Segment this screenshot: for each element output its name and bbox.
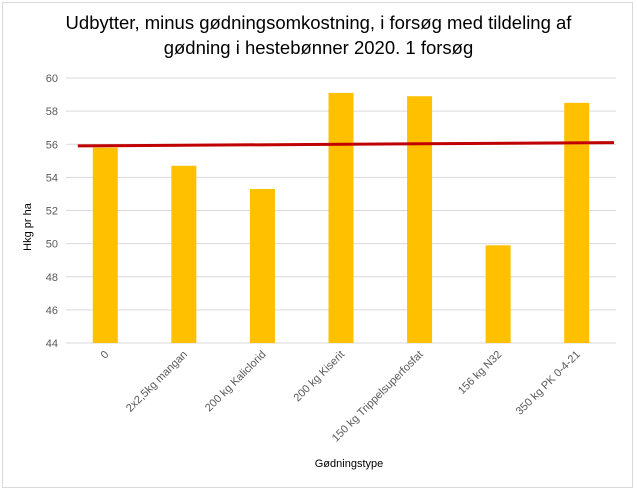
bar (485, 245, 511, 343)
x-axis-ticks: 0 2x2,5kg mangan 200 kg Kaliclorid 200 kg K… (99, 349, 583, 445)
x-axis-label: Gødningstype (315, 458, 383, 470)
x-tick-label: 150 kg Trippelsuperfosfat (330, 349, 426, 445)
x-tick-label: 200 kg Kaliclorid (203, 349, 269, 415)
y-tick-label: 44 (46, 338, 58, 350)
y-tick-label: 46 (46, 305, 58, 317)
chart-title: Udbytter, minus gødningsomkostning, i fo… (0, 10, 637, 60)
y-tick-label: 48 (46, 272, 58, 284)
x-tick-label: 2x2,5kg mangan (124, 349, 190, 415)
bar (249, 188, 275, 343)
y-axis-label: Hkg pr ha (22, 202, 34, 251)
y-tick-label: 52 (46, 206, 58, 218)
x-tick-label: 200 kg Kiserit (292, 349, 348, 405)
y-tick-label: 60 (46, 73, 58, 85)
x-tick-label: 350 kg PK 0-4-21 (514, 349, 583, 418)
chart-title-line-2: gødning i hestebønner 2020. 1 forsøg (163, 37, 474, 58)
bar (564, 102, 590, 343)
bar (407, 96, 433, 343)
bar (328, 92, 354, 343)
y-tick-label: 50 (46, 239, 58, 251)
y-tick-label: 58 (46, 106, 58, 118)
bar (171, 165, 197, 343)
bars (92, 92, 590, 343)
trendline (77, 141, 615, 148)
x-tick-label: 156 kg N32 (456, 349, 504, 397)
y-tick-label: 54 (46, 172, 58, 184)
bar (92, 147, 118, 343)
x-tick-label: 0 (99, 349, 112, 362)
y-tick-label: 56 (46, 139, 58, 151)
y-axis-ticks: 44 46 48 50 52 54 56 58 60 (46, 73, 58, 350)
chart-title-line-1: Udbytter, minus gødningsomkostning, i fo… (65, 12, 572, 33)
